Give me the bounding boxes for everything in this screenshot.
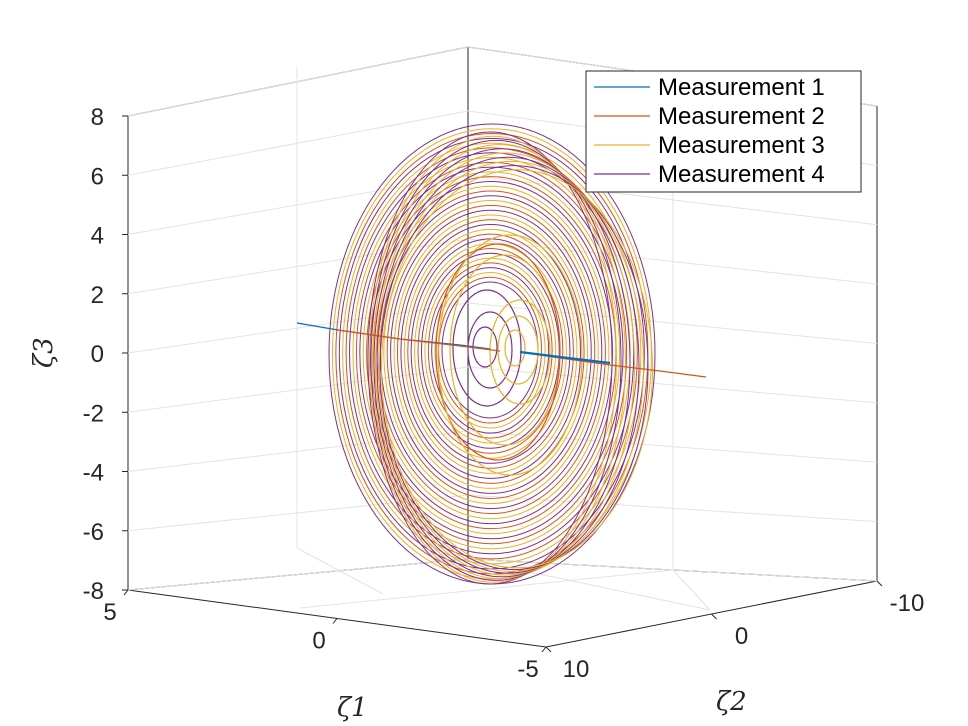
inner-loop-curve [467,311,513,389]
spiral-curve [381,169,653,569]
z-tick-label: 4 [91,223,104,250]
spiral-curve [390,209,592,494]
z-tick-label: -2 [83,400,104,427]
series-line-measurement-1 [519,350,611,365]
y-tick-mark [545,646,552,653]
z-axis-label: ζ3 [29,337,59,368]
grid-line [127,46,469,117]
grid-line [299,569,674,609]
inner-loop-curve [452,289,522,407]
spiral-curve [414,243,567,459]
spiral-curve [369,180,613,525]
inner-loop-curve [504,329,526,367]
x-axis-ticks: 5 0 -5 [103,589,547,683]
x-tick-label: -5 [517,656,538,683]
z-tick-label: -4 [83,460,104,487]
x-tick-mark [123,589,129,596]
spiral-curve [396,219,585,484]
series-line-measurement-2 [337,329,501,352]
legend-box [585,70,862,193]
spiral-curve [370,139,622,581]
spiral-curve [376,156,640,574]
spiral-curve [417,247,564,454]
y-tick-mark [876,580,883,587]
grid-line [672,569,711,611]
y-axis-ticks: 10 0 -10 [545,580,925,683]
inner-loops [435,234,583,476]
spiral-curve [349,152,635,555]
inner-loop-curve [437,234,583,476]
x-axis-label: ζ1 [337,693,368,723]
grid-line [127,238,469,295]
spiral-curve [378,160,644,572]
spiral-curve [403,228,578,474]
spiral-curve [373,148,631,578]
legend-label: Measurement 2 [658,103,825,130]
grid-line [127,302,469,354]
spiral-curve [367,131,613,585]
trajectory-lines [296,322,707,378]
z-tick-label: 2 [91,282,104,309]
z-tick-label: 0 [91,341,104,368]
spiral-layers [328,123,656,585]
spiral-curve [427,262,553,439]
plot-area [296,123,707,585]
spiral-curve [407,233,574,469]
spiral-curve [345,147,638,560]
spiral-curve [362,171,621,535]
spiral-curve [359,166,624,540]
spiral-curve [393,214,589,489]
spiral-curve [386,204,596,499]
spiral-curve [434,271,546,429]
spiral-curve [420,252,560,449]
spiral-curve [331,128,652,580]
legend-label: Measurement 4 [658,161,825,188]
x-tick-mark [541,646,547,653]
grid-line [127,110,469,176]
y-tick-mark [711,613,717,620]
legend-label: Measurement 1 [658,74,825,101]
spiral-curve [379,165,649,571]
x-tick-mark [332,618,338,624]
spiral-curve [355,161,628,545]
inner-loop-curve [497,315,539,385]
grid-line [296,547,384,595]
spiral-curve [373,185,610,520]
spiral-curve [400,224,582,479]
spiral-curve [431,267,550,434]
z-tick-label: 8 [91,104,104,131]
z-axis-ticks: 8 6 4 2 0 -2 -4 -6 -8 [83,104,128,605]
spiral-curve [383,200,599,505]
y-tick-label: 10 [563,656,590,683]
grid-line [127,366,469,413]
x-tick-label: 5 [103,599,116,626]
legend-label: Measurement 3 [658,132,825,159]
spiral-curve [369,135,617,583]
inner-loop-curve [435,243,561,461]
z-tick-label: -6 [83,519,104,546]
spiral-curve [372,144,626,580]
y-tick-label: 0 [735,623,748,650]
z-tick-label: 6 [91,163,104,190]
x-tick-label: 0 [312,628,325,655]
grid-line [127,558,469,591]
inner-loop-curve [489,299,551,405]
y-tick-label: -10 [890,590,925,617]
spiral-curve [375,152,635,576]
z-tick-label: -8 [83,578,104,605]
y-axis-label: ζ2 [716,687,747,717]
